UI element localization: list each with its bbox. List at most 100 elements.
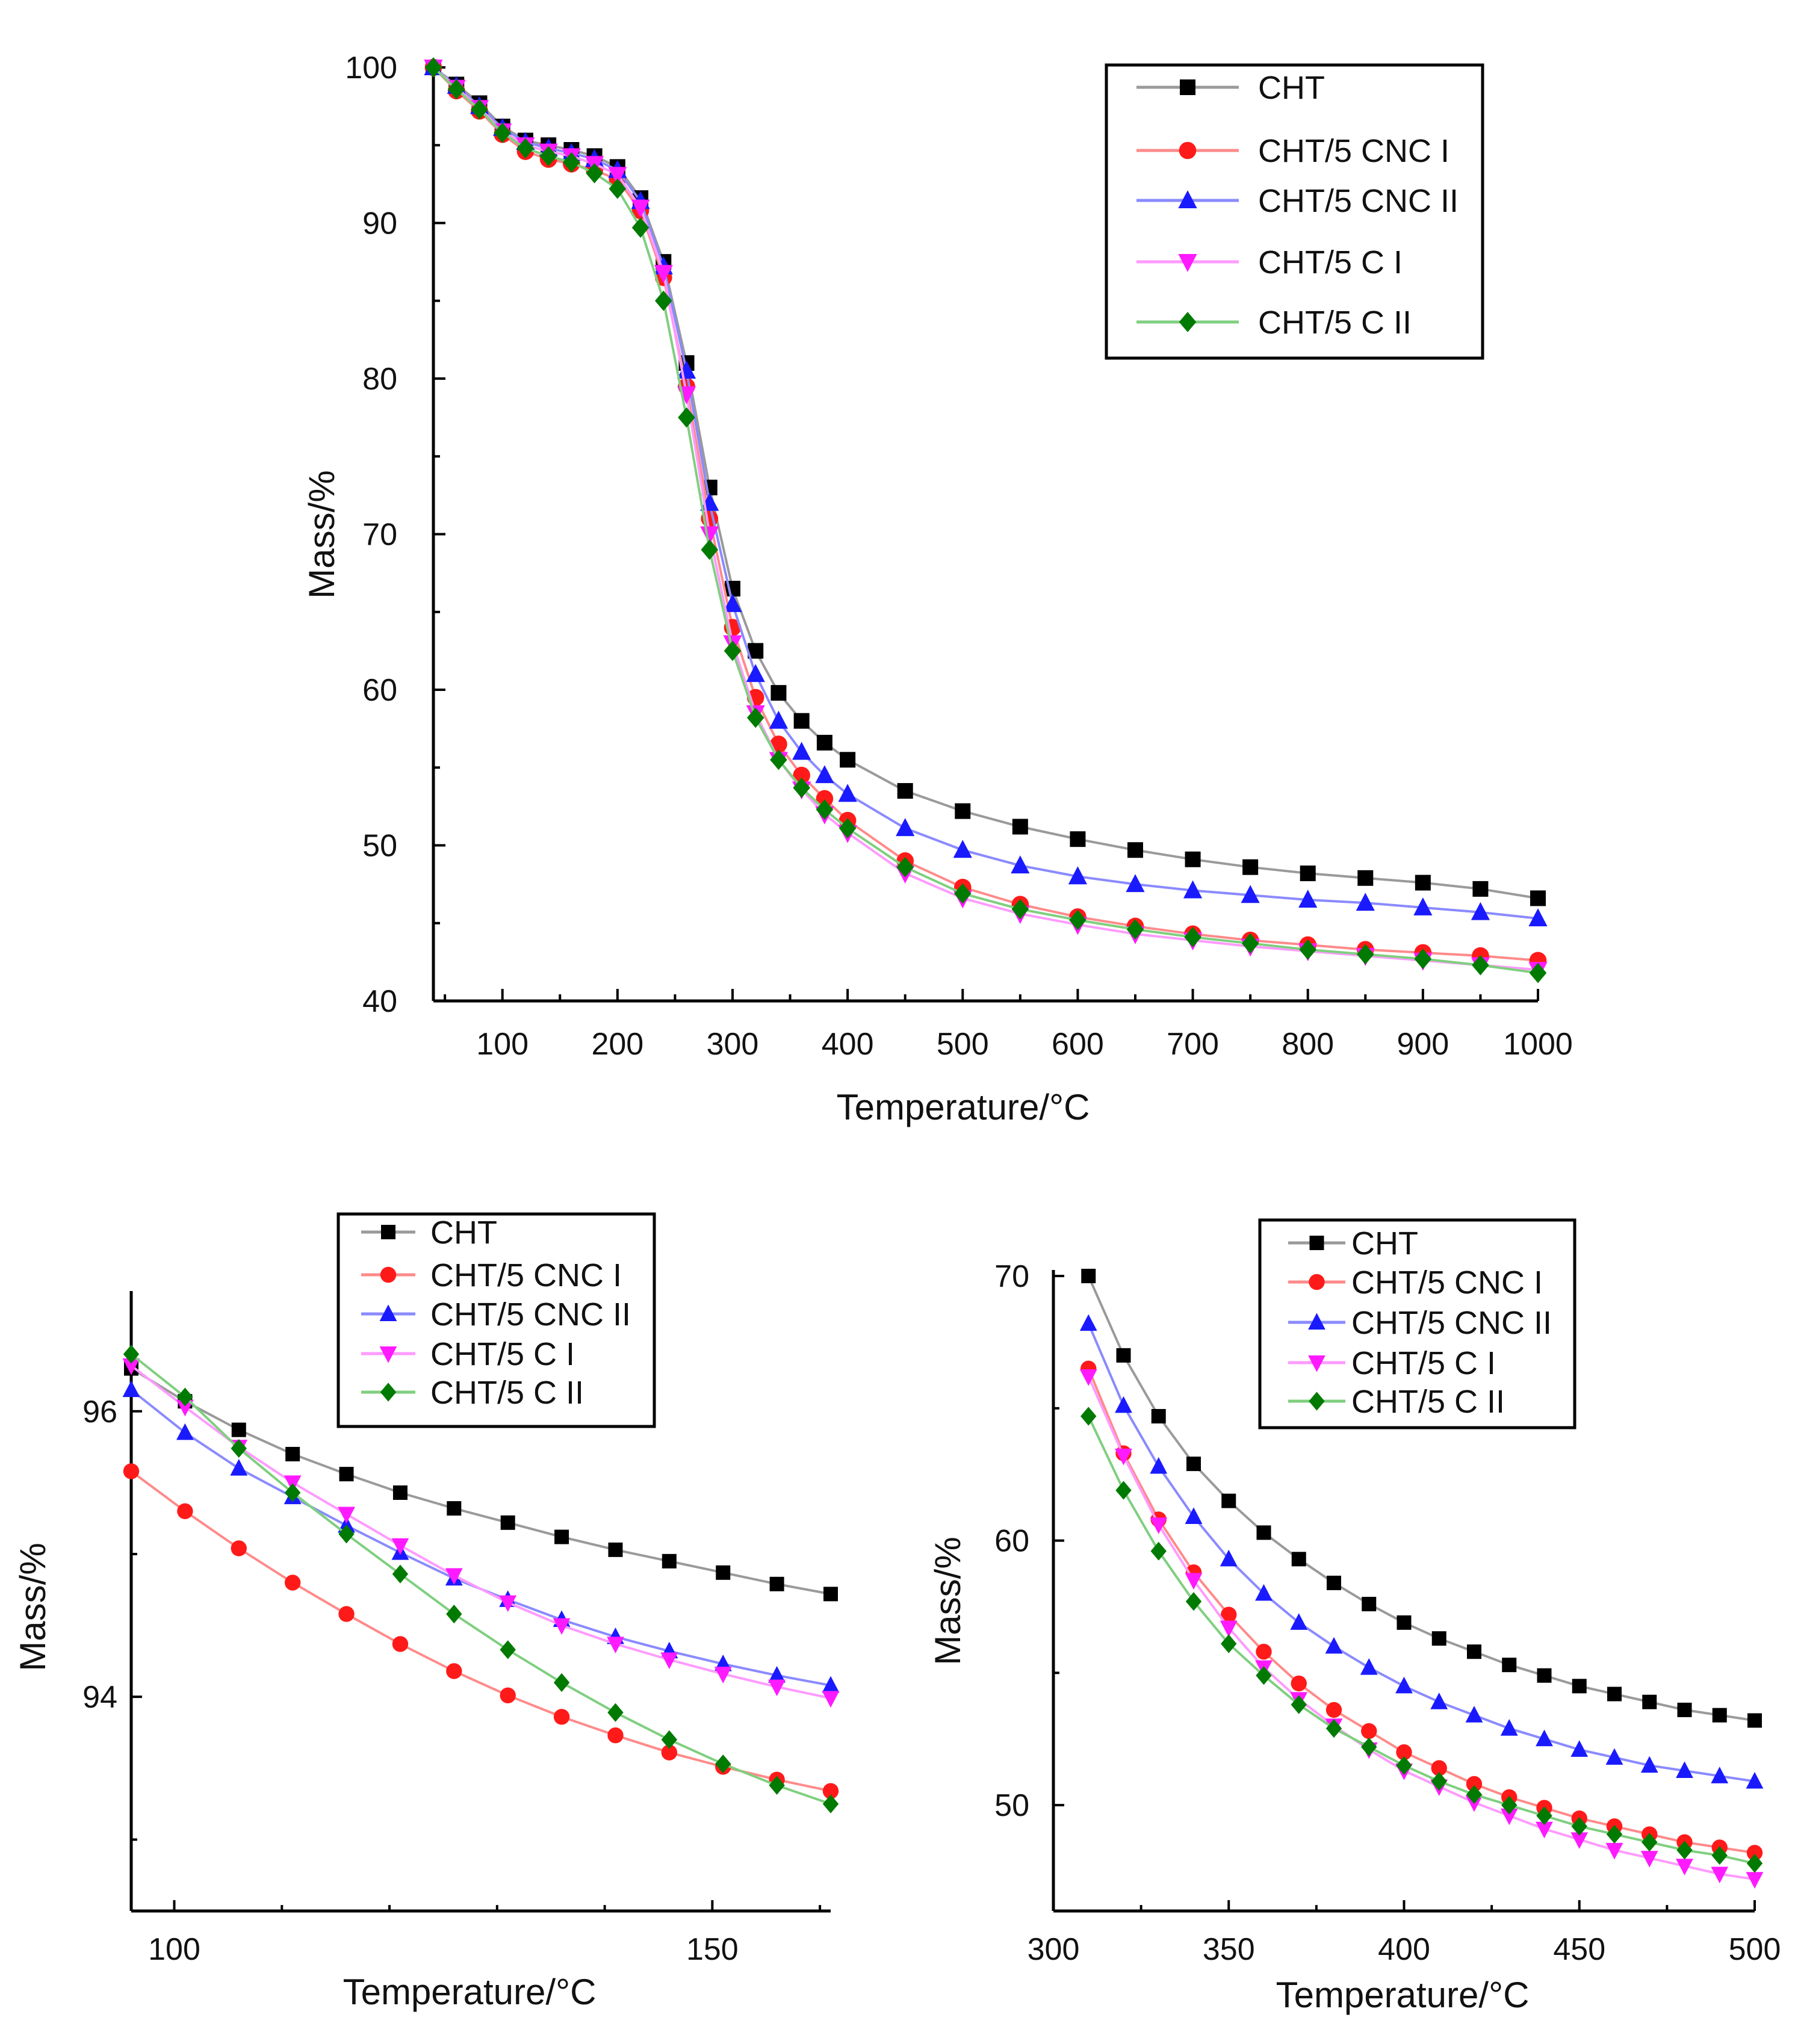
data-point-cht-5-c-i: [1079, 1369, 1097, 1386]
data-point-cht: [897, 783, 913, 799]
data-point-cht-5-c-ii: [1529, 962, 1547, 983]
data-point-cht-5-c-i: [700, 526, 719, 545]
data-point-cht-5-c-ii: [1325, 1719, 1342, 1738]
x-tick-label: 450: [1553, 1932, 1605, 1967]
data-point-cht-5-c-ii: [553, 1673, 570, 1692]
data-point-cht-5-c-ii: [1291, 1695, 1307, 1714]
data-point-cht-5-c-ii: [1676, 1841, 1693, 1860]
data-point-cht-5-c-ii: [896, 856, 914, 878]
data-point-cht-5-c-ii: [1115, 1481, 1132, 1500]
data-point-cht-5-c-ii: [123, 1345, 140, 1364]
series-line-cht-5-c-ii: [1087, 1416, 1755, 1865]
data-point-cht: [1291, 1552, 1306, 1567]
data-point-cht-5-cnc-i: [338, 1606, 355, 1622]
data-point-cht: [1530, 890, 1546, 906]
data-point-cht-5-c-i: [553, 1618, 571, 1635]
data-point-cht-5-c-i: [608, 167, 627, 185]
data-point-cht-5-c-ii: [284, 1483, 301, 1502]
data-point-cht-5-cnc-i: [1431, 1760, 1447, 1776]
data-point-cht-5-cnc-ii: [1356, 893, 1375, 911]
data-point-cht-5-cnc-ii: [746, 664, 765, 683]
data-point-cht-5-c-i: [654, 265, 673, 283]
inset-right-chart: 300 350 400 450 500 50 60 70 Temperature/°C Mass/…: [928, 1218, 1781, 2015]
y-axis-title: Mass/%: [928, 1537, 968, 1665]
legend-label: CHT/5 C II: [1258, 305, 1412, 341]
data-point-cht: [816, 734, 832, 751]
data-point-cht-5-c-i: [768, 1679, 786, 1697]
data-point-cht-5-c-ii: [1185, 1592, 1202, 1611]
series-line-cht-5-c-i: [130, 1364, 831, 1700]
data-point-cht: [447, 1501, 462, 1516]
data-point-cht-5-c-ii: [1080, 1407, 1097, 1426]
data-point-cht-5-cnc-i: [284, 1575, 301, 1591]
data-point-cht: [1151, 1408, 1166, 1423]
series-cht-5-c-i: [1079, 1369, 1764, 1889]
legend-label: CHT/5 CNC II: [1351, 1305, 1552, 1341]
data-point-cht-5-c-i: [714, 1667, 732, 1683]
data-point-cht-5-cnc-i: [661, 1744, 678, 1761]
data-point-cht-5-c-ii: [609, 178, 627, 199]
data-point-cht-5-cnc-ii: [1360, 1658, 1378, 1675]
data-point-cht: [1221, 1493, 1236, 1508]
data-point-cht-5-cnc-ii: [1150, 1457, 1168, 1474]
legend-swatch-marker: [381, 1225, 395, 1239]
data-point-cht-5-cnc-ii: [1528, 908, 1548, 926]
data-point-cht-5-cnc-i: [822, 1783, 839, 1799]
data-point-cht-5-cnc-i: [1221, 1606, 1237, 1623]
data-point-cht: [1357, 870, 1374, 886]
data-point-cht-5-cnc-ii: [176, 1423, 194, 1440]
data-point-cht-5-c-ii: [1184, 927, 1201, 947]
data-point-cht-5-c-ii: [1414, 949, 1432, 970]
legend-swatch-marker: [380, 1266, 397, 1283]
data-point-cht-5-c-i: [1115, 1448, 1132, 1466]
data-point-cht: [1327, 1575, 1341, 1590]
data-point-cht-5-c-ii: [1361, 1737, 1377, 1757]
data-point-cht-5-c-ii: [715, 1754, 731, 1774]
data-point-cht: [955, 803, 971, 819]
data-point-cht: [1677, 1702, 1692, 1717]
data-point-cht-5-cnc-i: [1746, 1845, 1763, 1861]
series-cht-5-cnc-ii: [1079, 1314, 1764, 1789]
data-point-cht-5-c-i: [1150, 1517, 1168, 1534]
x-axis-title: Temperature/°C: [837, 1087, 1090, 1127]
data-point-cht-5-c-i: [1570, 1832, 1589, 1849]
data-point-cht: [1642, 1694, 1657, 1709]
x-tick-label: 350: [1203, 1932, 1255, 1967]
data-point-cht-5-cnc-ii: [1290, 1613, 1308, 1630]
data-point-cht-5-cnc-i: [793, 766, 810, 784]
data-point-cht-5-c-ii: [471, 99, 488, 120]
series-cht-5-c-ii: [424, 57, 1547, 983]
data-point-cht-5-c-ii: [446, 1605, 462, 1624]
data-point-cht-5-c-ii: [1606, 1824, 1623, 1844]
data-point-cht-5-c-ii: [661, 1730, 678, 1749]
x-tick-label: 600: [1052, 1027, 1104, 1062]
data-point-cht-5-cnc-ii: [1255, 1584, 1273, 1601]
data-point-cht: [1502, 1658, 1517, 1673]
data-point-cht-5-c-i: [1711, 1866, 1729, 1884]
y-tick-label: 50: [994, 1788, 1029, 1823]
data-point-cht-5-c-ii: [1431, 1772, 1447, 1791]
legend-label: CHT/5 C II: [1351, 1384, 1505, 1420]
data-point-cht-5-cnc-ii: [792, 742, 811, 760]
data-point-cht-5-c-i: [1640, 1851, 1658, 1868]
y-tick-label: 96: [82, 1395, 117, 1429]
data-point-cht-5-c-i: [499, 1595, 517, 1612]
data-point-cht-5-cnc-ii: [1430, 1692, 1448, 1709]
data-point-cht-5-cnc-ii: [1640, 1756, 1658, 1773]
legend-swatch-marker: [379, 1346, 397, 1363]
data-point-cht-5-cnc-i: [231, 1540, 247, 1556]
data-point-cht-5-cnc-ii: [953, 840, 972, 858]
series-line-cht-5-cnc-i: [130, 1470, 831, 1792]
data-point-cht-5-cnc-i: [1291, 1675, 1307, 1692]
legend-swatch-marker: [1308, 1313, 1325, 1330]
data-point-cht-5-c-ii: [1571, 1816, 1587, 1836]
x-axis-title: Temperature/°C: [1276, 1975, 1530, 2015]
data-point-cht-5-c-i: [660, 1652, 678, 1670]
legend-label: CHT/5 C I: [1351, 1345, 1496, 1381]
data-point-cht-5-cnc-ii: [896, 818, 915, 837]
data-point-cht-5-cnc-ii: [769, 710, 789, 729]
data-point-cht-5-c-i: [822, 1691, 840, 1708]
data-point-cht-5-cnc-ii: [822, 1676, 840, 1693]
data-point-cht-5-cnc-ii: [1711, 1767, 1729, 1783]
data-point-cht-5-c-ii: [1011, 899, 1029, 920]
